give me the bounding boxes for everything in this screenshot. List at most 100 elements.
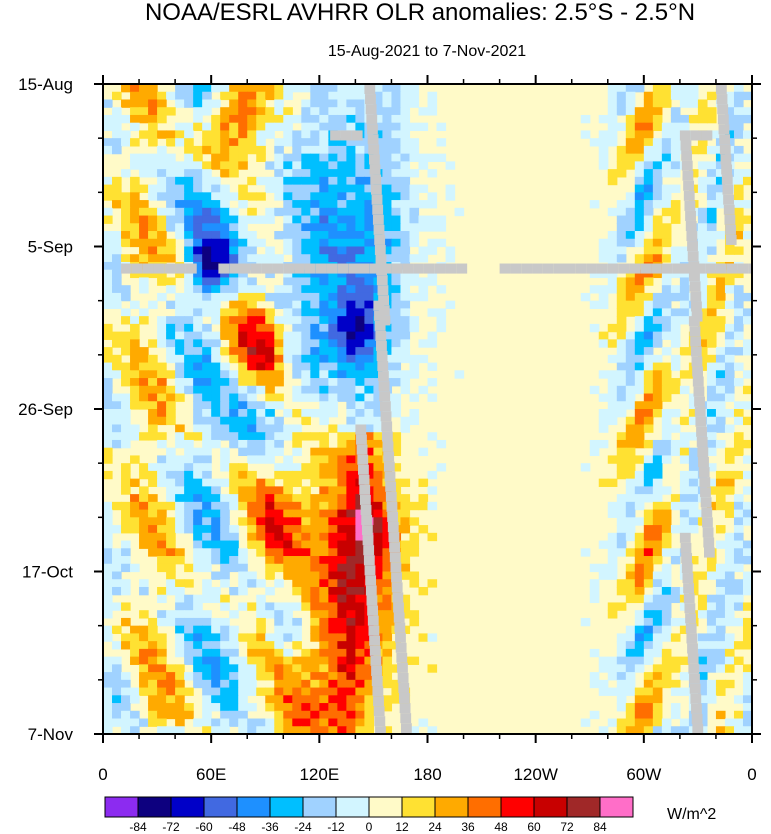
heatmap-cell xyxy=(616,672,627,681)
missing-data-cell xyxy=(684,200,696,211)
heatmap-cell xyxy=(229,192,239,201)
heatmap-cell xyxy=(103,679,113,689)
missing-data-cell xyxy=(387,511,399,522)
heatmap-cell xyxy=(220,362,230,371)
heatmap-cell xyxy=(112,114,122,124)
heatmap-cell xyxy=(274,548,284,557)
heatmap-cell xyxy=(346,254,356,263)
heatmap-cell xyxy=(166,579,176,588)
missing-data-cell xyxy=(400,713,412,724)
heatmap-cell xyxy=(121,517,131,526)
heatmap-cell xyxy=(355,509,365,518)
heatmap-cell xyxy=(346,579,356,588)
heatmap-cell xyxy=(265,672,275,681)
heatmap-cell xyxy=(301,138,311,147)
missing-data-cell xyxy=(445,263,457,274)
heatmap-cell xyxy=(175,664,185,673)
heatmap-cell xyxy=(301,486,311,495)
heatmap-cell xyxy=(625,292,636,302)
heatmap-cell xyxy=(679,277,690,286)
heatmap-cell xyxy=(292,540,302,549)
heatmap-cell xyxy=(652,710,663,720)
heatmap-cell xyxy=(175,617,185,627)
heatmap-cell xyxy=(697,246,708,255)
heatmap-cell xyxy=(742,169,752,178)
heatmap-cell xyxy=(715,641,726,650)
heatmap-cell xyxy=(229,285,239,294)
heatmap-cell xyxy=(733,563,744,573)
heatmap-cell xyxy=(319,532,329,542)
heatmap-cell xyxy=(418,184,429,193)
heatmap-cell xyxy=(355,401,365,410)
heatmap-cell xyxy=(688,509,699,518)
heatmap-cell xyxy=(202,563,212,573)
heatmap-cell xyxy=(319,393,329,402)
missing-data-cell xyxy=(372,204,384,215)
heatmap-cell xyxy=(220,200,230,209)
heatmap-cell xyxy=(211,339,221,348)
heatmap-cell xyxy=(139,107,149,116)
heatmap-cell xyxy=(652,501,663,511)
colorbar-units: W/m^2 xyxy=(667,806,716,823)
heatmap-cell xyxy=(400,378,411,387)
heatmap-cell xyxy=(625,641,636,650)
heatmap-cell xyxy=(346,517,356,526)
missing-data-cell xyxy=(690,130,702,141)
heatmap-cell xyxy=(382,91,393,101)
heatmap-cell xyxy=(616,455,627,464)
heatmap-cell xyxy=(733,316,744,325)
heatmap-cell xyxy=(238,494,248,503)
heatmap-cell xyxy=(103,439,113,449)
missing-data-cell xyxy=(692,366,703,377)
heatmap-cell xyxy=(274,563,284,573)
heatmap-cell xyxy=(724,579,735,588)
heatmap-cell xyxy=(391,277,402,286)
heatmap-cell xyxy=(247,633,257,642)
heatmap-cell xyxy=(103,695,113,704)
heatmap-cell xyxy=(211,525,221,534)
heatmap-cell xyxy=(247,664,257,673)
heatmap-cell xyxy=(328,285,338,294)
heatmap-cell xyxy=(724,556,735,565)
missing-data-cell xyxy=(363,545,375,556)
heatmap-cell xyxy=(634,656,645,665)
heatmap-cell xyxy=(418,246,429,255)
heatmap-cell xyxy=(355,718,365,727)
heatmap-cell xyxy=(373,122,384,132)
heatmap-cell xyxy=(409,231,420,240)
heatmap-cell xyxy=(184,292,194,302)
heatmap-cell xyxy=(292,439,302,449)
heatmap-cell xyxy=(157,176,167,186)
heatmap-cell xyxy=(220,641,230,650)
heatmap-cell xyxy=(265,362,275,371)
heatmap-cell xyxy=(130,641,140,650)
heatmap-cell xyxy=(724,99,735,108)
heatmap-cell xyxy=(157,215,167,224)
heatmap-cell xyxy=(202,184,212,193)
heatmap-cell xyxy=(166,200,176,209)
heatmap-cell xyxy=(139,610,149,619)
heatmap-cell xyxy=(364,416,375,426)
chart-subtitle: 15-Aug-2021 to 7-Nov-2021 xyxy=(328,43,526,60)
heatmap-cell xyxy=(238,409,248,418)
heatmap-cell xyxy=(364,285,375,294)
heatmap-cell xyxy=(310,556,320,565)
heatmap-cell xyxy=(292,532,302,542)
heatmap-cell xyxy=(724,285,735,294)
heatmap-cell xyxy=(616,409,627,418)
heatmap-cell xyxy=(643,633,654,642)
heatmap-cell xyxy=(310,184,320,193)
heatmap-cell xyxy=(643,602,654,611)
heatmap-cell xyxy=(328,602,338,611)
heatmap-cell xyxy=(427,726,438,734)
heatmap-cell xyxy=(157,223,167,232)
heatmap-cell xyxy=(238,679,248,689)
missing-data-cell xyxy=(361,525,373,536)
heatmap-cell xyxy=(634,122,645,132)
heatmap-cell xyxy=(625,378,636,387)
heatmap-cell xyxy=(715,602,726,611)
missing-data-cell xyxy=(395,632,406,643)
heatmap-cell xyxy=(337,169,347,178)
heatmap-cell xyxy=(121,579,131,588)
missing-data-cell xyxy=(694,406,706,417)
